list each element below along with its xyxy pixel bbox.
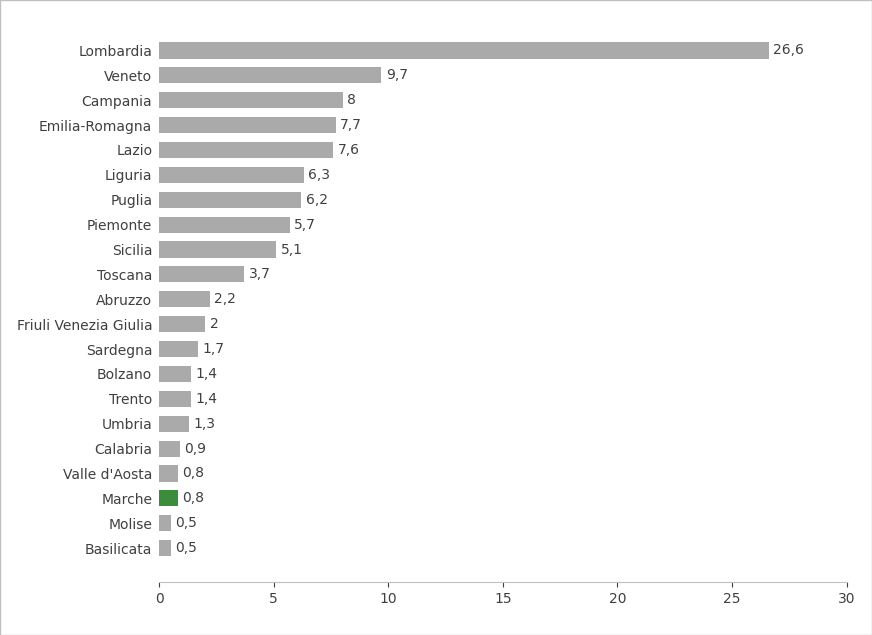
Text: 2,2: 2,2 (215, 292, 236, 306)
Bar (160, 266, 244, 283)
Bar (160, 291, 209, 307)
Text: 0,5: 0,5 (175, 516, 197, 530)
Text: 2: 2 (209, 317, 218, 331)
Text: 8: 8 (347, 93, 356, 107)
Bar (160, 167, 303, 183)
Bar (160, 241, 276, 258)
Text: 0,5: 0,5 (175, 541, 197, 555)
Text: 1,7: 1,7 (203, 342, 225, 356)
Bar (160, 117, 336, 133)
Bar (160, 366, 191, 382)
Bar (160, 142, 333, 158)
Text: 7,6: 7,6 (338, 143, 360, 157)
Text: 6,2: 6,2 (306, 193, 328, 207)
Bar (160, 341, 198, 357)
Text: 5,7: 5,7 (295, 218, 317, 232)
Text: 26,6: 26,6 (773, 43, 804, 57)
Bar (160, 490, 178, 507)
Bar (160, 391, 191, 407)
Text: 1,3: 1,3 (194, 417, 215, 431)
Bar (160, 217, 290, 232)
Bar (160, 67, 381, 83)
Bar (160, 540, 171, 556)
Text: 1,4: 1,4 (196, 367, 218, 381)
Text: 7,7: 7,7 (340, 118, 362, 132)
Bar (160, 43, 769, 58)
Text: 0,9: 0,9 (185, 441, 207, 455)
Bar (160, 192, 302, 208)
Text: 0,8: 0,8 (182, 467, 204, 481)
Text: 1,4: 1,4 (196, 392, 218, 406)
Bar (160, 316, 205, 332)
Bar (160, 465, 178, 481)
Bar (160, 515, 171, 531)
Text: 5,1: 5,1 (281, 243, 303, 257)
Text: 9,7: 9,7 (386, 69, 408, 83)
Text: 3,7: 3,7 (249, 267, 270, 281)
Text: 0,8: 0,8 (182, 491, 204, 505)
Bar (160, 416, 189, 432)
Text: 6,3: 6,3 (308, 168, 330, 182)
Bar (160, 441, 180, 457)
Bar (160, 92, 343, 109)
